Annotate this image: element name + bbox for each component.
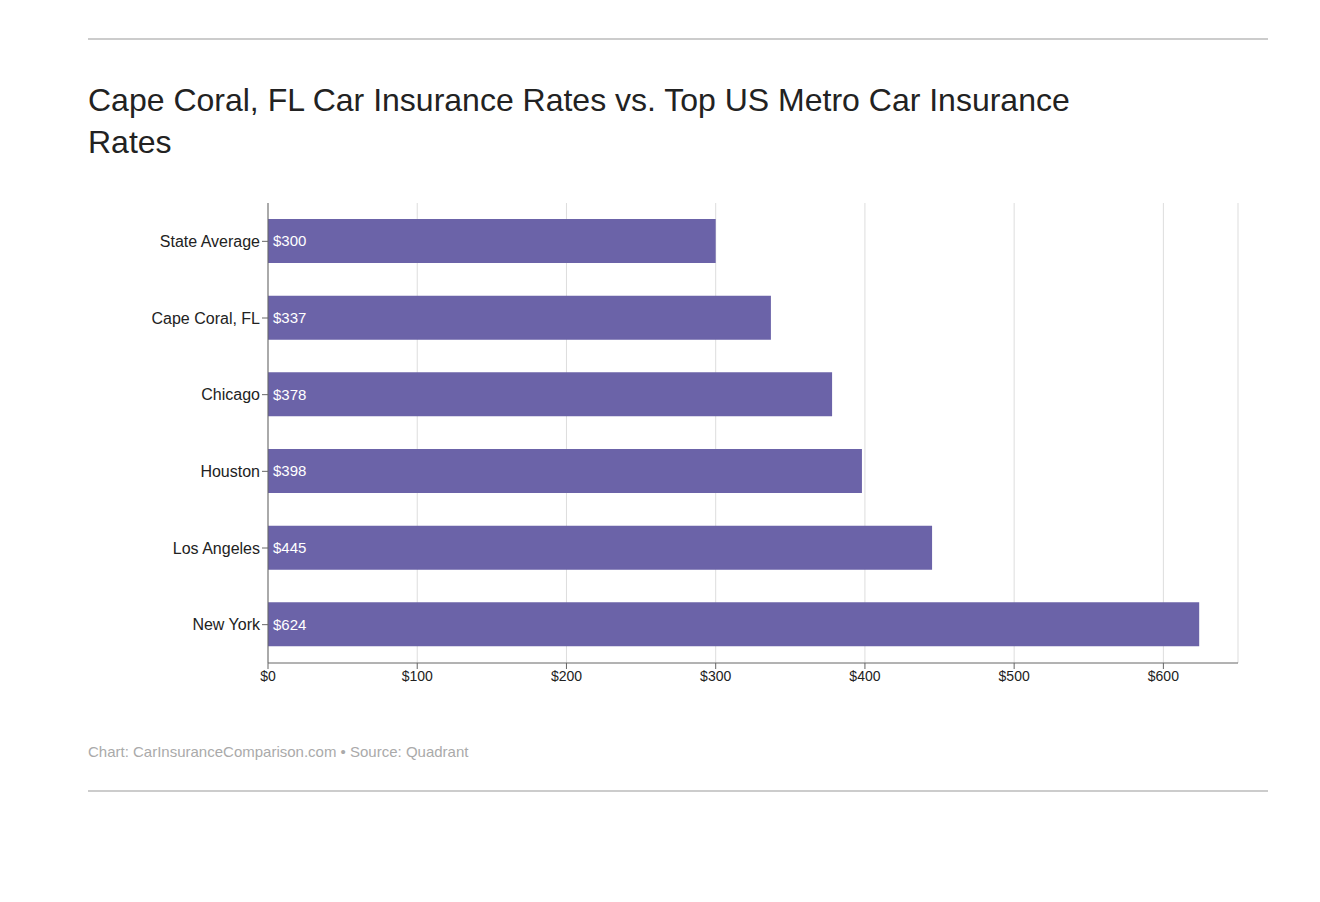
svg-text:$398: $398 xyxy=(273,463,306,480)
svg-text:$600: $600 xyxy=(1148,668,1179,684)
svg-text:$100: $100 xyxy=(402,668,433,684)
svg-text:$200: $200 xyxy=(551,668,582,684)
svg-text:$300: $300 xyxy=(273,233,306,250)
svg-text:New York: New York xyxy=(192,617,261,634)
svg-text:Cape Coral, FL: Cape Coral, FL xyxy=(152,310,261,327)
svg-text:$400: $400 xyxy=(849,668,880,684)
svg-text:$0: $0 xyxy=(260,668,276,684)
svg-text:$378: $378 xyxy=(273,386,306,403)
svg-text:$500: $500 xyxy=(999,668,1030,684)
svg-text:State Average: State Average xyxy=(160,233,260,250)
svg-text:Chicago: Chicago xyxy=(201,387,260,404)
svg-text:$624: $624 xyxy=(273,616,306,633)
svg-text:$300: $300 xyxy=(700,668,731,684)
svg-text:Houston: Houston xyxy=(200,463,260,480)
html-text:Chart: CarInsuranceComparison.: Chart: CarInsuranceComparison.com • Sour… xyxy=(88,743,469,761)
svg-text:$445: $445 xyxy=(273,539,306,556)
svg-text:Los Angeles: Los Angeles xyxy=(173,540,260,557)
html-text:Cape Coral, FL Car Insurance R: Cape Coral, FL Car Insurance Rates vs. T… xyxy=(88,82,1070,160)
svg-text:$337: $337 xyxy=(273,309,306,326)
